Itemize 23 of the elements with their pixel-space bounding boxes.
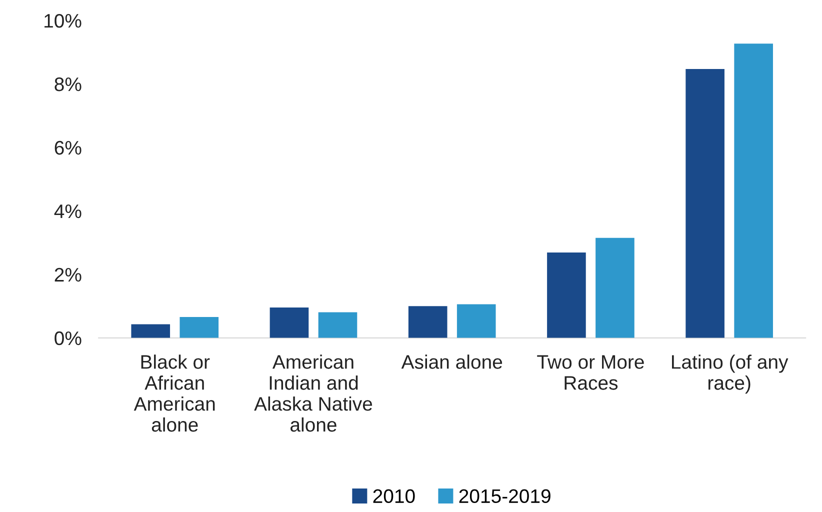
bar xyxy=(547,252,586,338)
y-tick-label: 4% xyxy=(54,204,82,218)
x-tick-label: Black or African American alone xyxy=(134,354,215,432)
y-tick-label: 0% xyxy=(54,331,82,346)
x-tick-label: American Indian and Alaska Native alone xyxy=(254,354,372,432)
bar xyxy=(131,324,170,338)
x-tick-label: Two or More Races xyxy=(537,355,644,390)
y-tick-label: 6% xyxy=(54,140,82,155)
bar xyxy=(734,44,773,338)
y-tick-label: 2% xyxy=(54,268,82,282)
legend-label: 2010 xyxy=(373,489,415,504)
bar xyxy=(408,306,448,338)
bar xyxy=(270,307,309,338)
legend-label: 2015-2019 xyxy=(459,489,550,504)
y-tick-label: 8% xyxy=(54,77,82,92)
bar xyxy=(180,316,219,338)
bar xyxy=(456,304,496,338)
x-tick-label: Latino (of any race) xyxy=(672,354,788,394)
x-tick-label: Asian alone xyxy=(401,354,502,369)
y-tick-label: 10% xyxy=(44,14,82,28)
bar xyxy=(596,238,634,338)
bar xyxy=(318,312,358,338)
bar xyxy=(686,69,724,338)
